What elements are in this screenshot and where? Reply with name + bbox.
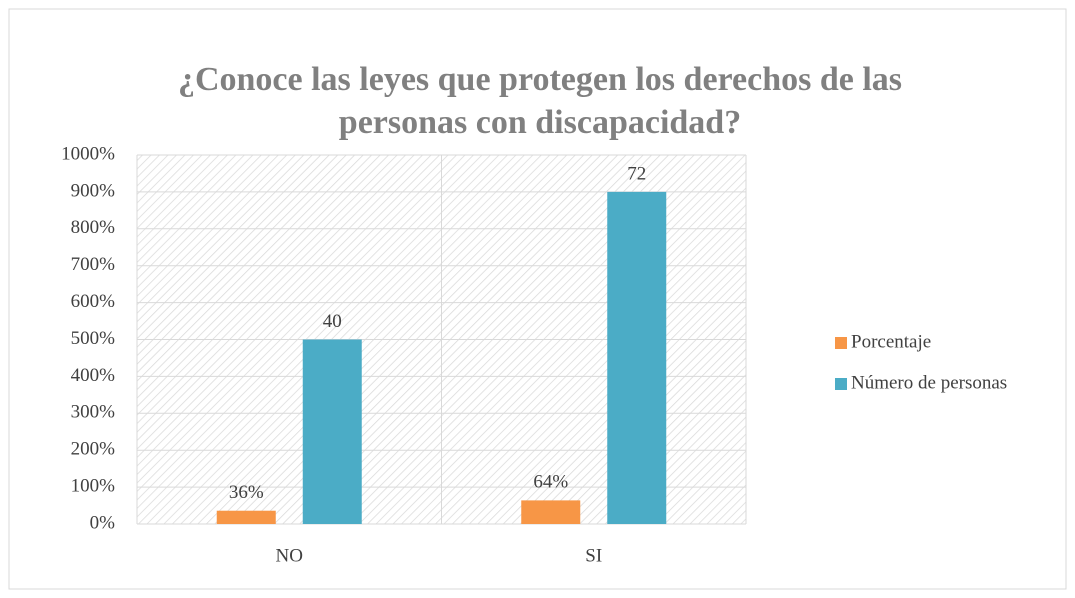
bar xyxy=(607,191,667,524)
y-tick-label: 0% xyxy=(90,512,116,533)
legend-label: Número de personas xyxy=(851,372,1007,393)
chart-title: personas con discapacidad? xyxy=(339,104,741,141)
y-tick-label: 100% xyxy=(71,475,116,496)
bar xyxy=(216,510,276,524)
x-tick-label: SI xyxy=(585,545,602,566)
legend-swatch xyxy=(835,378,847,390)
y-tick-label: 800% xyxy=(71,217,116,238)
bar xyxy=(302,339,362,524)
data-label: 40 xyxy=(323,311,342,332)
chart-title: ¿Conoce las leyes que protegen los derec… xyxy=(178,61,902,98)
y-tick-label: 1000% xyxy=(61,143,115,164)
y-tick-label: 200% xyxy=(71,439,116,460)
y-tick-label: 900% xyxy=(71,180,116,201)
y-tick-label: 400% xyxy=(71,365,116,386)
data-label: 72 xyxy=(627,163,646,184)
y-tick-label: 300% xyxy=(71,402,116,423)
y-tick-label: 700% xyxy=(71,254,116,275)
bar xyxy=(521,500,581,524)
y-tick-label: 500% xyxy=(71,328,116,349)
legend-label: Porcentaje xyxy=(851,331,931,352)
data-label: 64% xyxy=(533,472,568,493)
data-label: 36% xyxy=(229,482,264,503)
x-tick-label: NO xyxy=(276,545,303,566)
y-tick-label: 600% xyxy=(71,291,116,312)
legend-swatch xyxy=(835,337,847,349)
